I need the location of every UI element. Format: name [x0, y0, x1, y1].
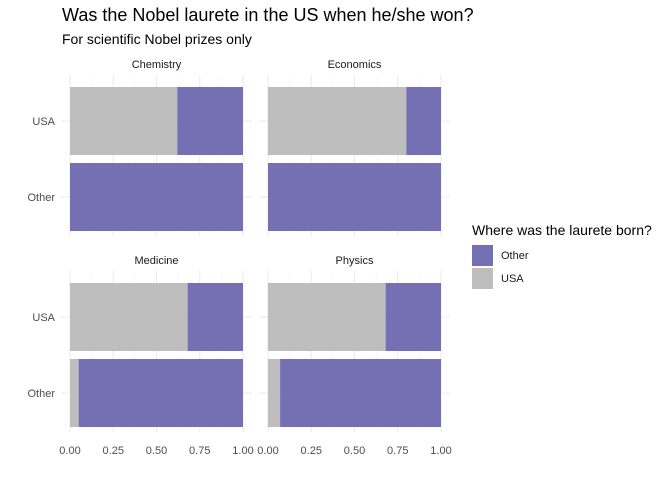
x-tick-label-physics-4: 1.00 — [430, 445, 451, 457]
facet-title-economics: Economics — [328, 59, 382, 71]
x-tick-label-medicine-2: 0.50 — [146, 445, 167, 457]
legend-swatch-usa — [472, 268, 493, 289]
chart-subtitle: For scientific Nobel prizes only — [62, 31, 252, 47]
bar-medicine-other-usa-segment — [70, 359, 79, 427]
bar-physics-usa-other-segment — [385, 283, 441, 351]
bar-chemistry-usa-other-segment — [177, 87, 243, 155]
x-tick-label-medicine-0: 0.00 — [59, 445, 80, 457]
x-tick-label-medicine-3: 0.75 — [189, 445, 210, 457]
y-tick-label-chemistry-other: Other — [27, 192, 55, 204]
bar-physics-other-other-segment — [280, 359, 441, 427]
x-tick-label-physics-2: 0.50 — [344, 445, 365, 457]
bar-economics-usa-usa-segment — [268, 87, 407, 155]
y-tick-label-medicine-other: Other — [27, 388, 55, 400]
legend-title: Where was the laurete born? — [472, 222, 652, 238]
legend-label-other: Other — [501, 249, 529, 262]
x-tick-label-physics-0: 0.00 — [257, 445, 278, 457]
y-tick-label-medicine-usa: USA — [32, 312, 55, 324]
legend: Where was the laurete born? Other USA — [472, 222, 652, 290]
bar-physics-usa-usa-segment — [268, 283, 386, 351]
legend-label-usa: USA — [501, 272, 524, 285]
bar-medicine-usa-other-segment — [187, 283, 243, 351]
x-tick-label-physics-3: 0.75 — [387, 445, 408, 457]
bar-physics-other-usa-segment — [268, 359, 281, 427]
bar-medicine-other-other-segment — [78, 359, 244, 427]
facet-title-medicine: Medicine — [134, 255, 178, 267]
x-tick-label-medicine-4: 1.00 — [232, 445, 253, 457]
facet-title-physics: Physics — [336, 255, 374, 267]
facet-title-chemistry: Chemistry — [132, 59, 182, 71]
legend-item-usa: USA — [472, 267, 652, 290]
legend-item-other: Other — [472, 244, 652, 267]
x-tick-label-medicine-1: 0.25 — [103, 445, 124, 457]
bar-economics-usa-other-segment — [406, 87, 441, 155]
bar-medicine-usa-usa-segment — [70, 283, 188, 351]
y-tick-label-chemistry-usa: USA — [32, 116, 55, 128]
bar-economics-other-other-segment — [268, 163, 441, 231]
x-tick-label-physics-1: 0.25 — [301, 445, 322, 457]
bar-chemistry-other-other-segment — [70, 163, 243, 231]
legend-swatch-other — [472, 245, 493, 266]
chart-title: Was the Nobel laurete in the US when he/… — [62, 5, 474, 25]
bar-chemistry-usa-usa-segment — [70, 87, 178, 155]
